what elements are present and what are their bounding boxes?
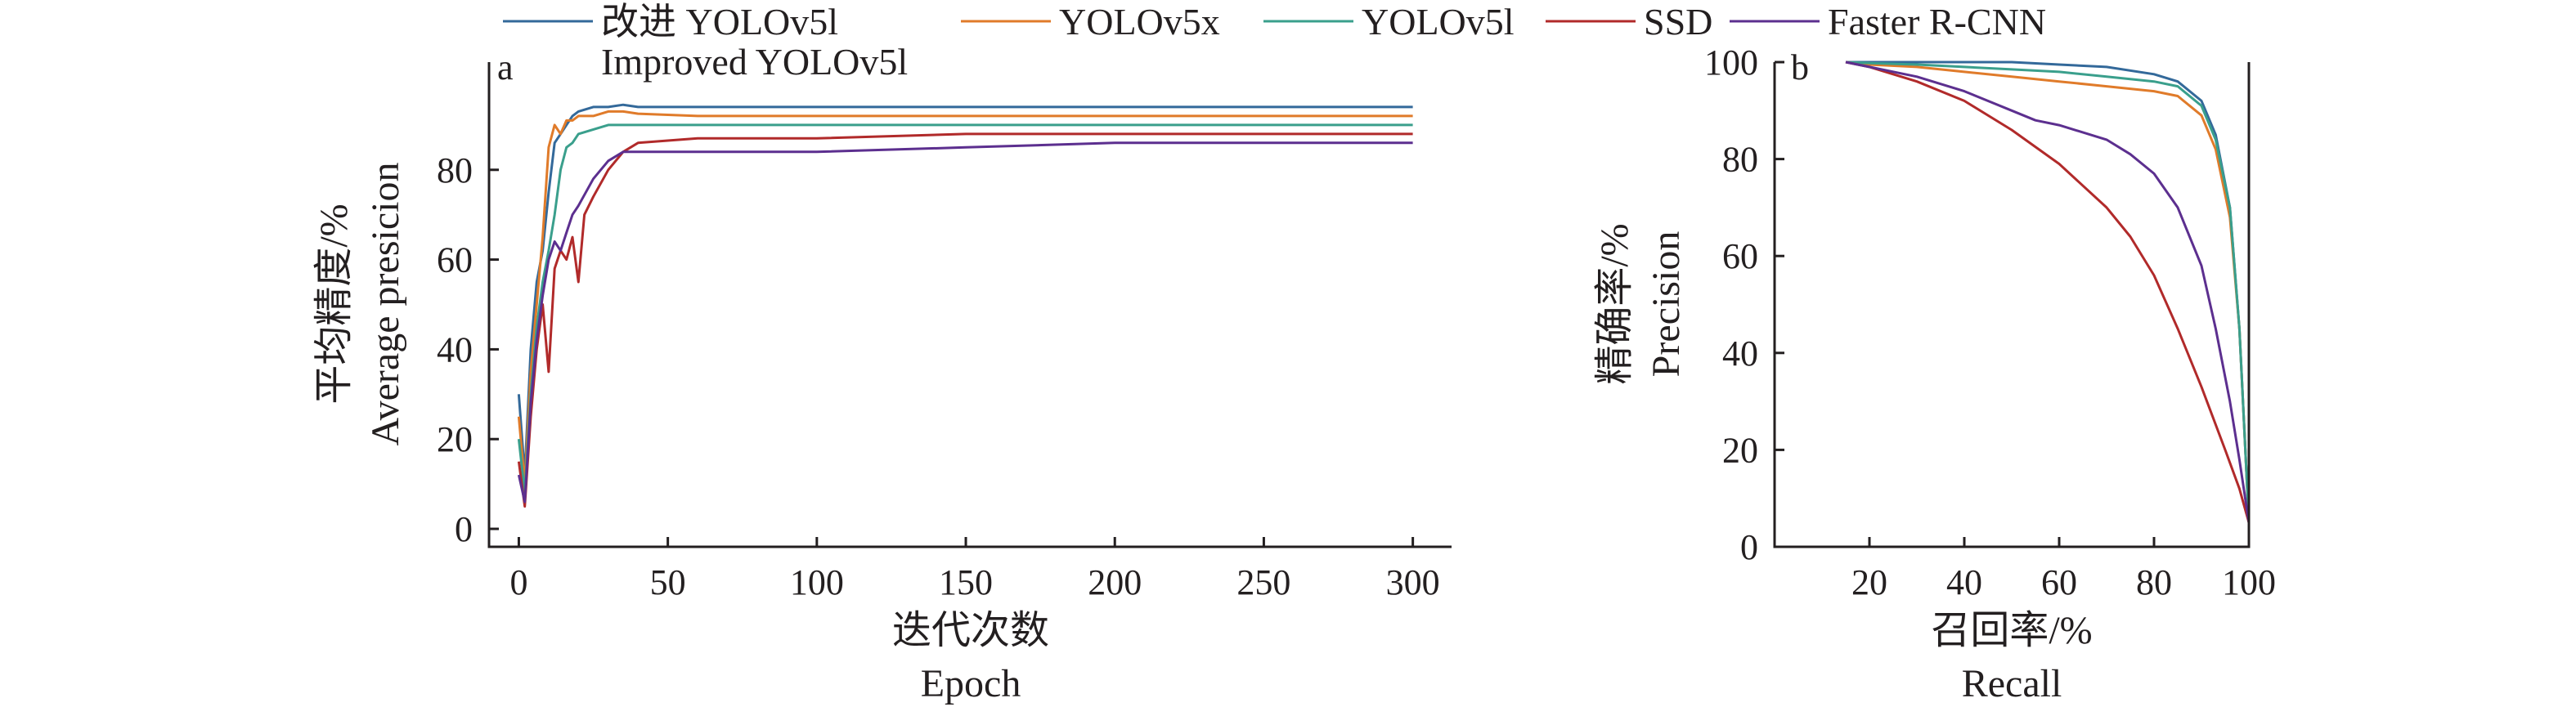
legend-item-yolov5l: YOLOv5l	[1263, 1, 1515, 43]
panel-b-x-label-en: Recall	[1962, 662, 2062, 705]
legend: 改进 YOLOv5l Improved YOLOv5l YOLOv5x YOLO…	[503, 1, 2046, 83]
series-line-faster-r-cnn	[1845, 60, 2251, 523]
legend-label: SSD	[1644, 1, 1712, 43]
panel-a-x-ticks: 0 50 100 150 200 250 300	[509, 537, 1440, 602]
legend-item-ssd: SSD	[1546, 1, 1712, 43]
legend-item-improved-yolov5l: 改进 YOLOv5l Improved YOLOv5l	[503, 1, 908, 83]
panel-letter-b: b	[1791, 47, 1809, 87]
x-tick-label: 150	[939, 562, 993, 602]
series-line-yolov5l	[1845, 60, 2251, 523]
panel-a-y-label-en: Average presicion	[364, 163, 407, 446]
x-tick-label: 250	[1236, 562, 1290, 602]
x-tick-label: 80	[2136, 562, 2172, 602]
x-tick-label: 100	[790, 562, 844, 602]
x-tick-label: 60	[2041, 562, 2077, 602]
legend-label: Faster R-CNN	[1828, 1, 2046, 43]
panel-b-y-label-cn: 精确率/%	[1593, 223, 1636, 384]
x-tick-label: 40	[1946, 562, 1982, 602]
y-tick-label: 100	[1704, 43, 1758, 83]
x-tick-label: 200	[1088, 562, 1142, 602]
legend-item-faster-rcnn: Faster R-CNN	[1730, 1, 2046, 43]
y-tick-label: 60	[437, 240, 473, 280]
panel-a: a 0 50 100 150 200 250 300 0 20 40 60 80 迭代次数 Epoc…	[312, 47, 1452, 705]
legend-label: 改进 YOLOv5l	[601, 1, 838, 43]
legend-sublabel: Improved YOLOv5l	[601, 41, 908, 83]
panel-a-x-label-en: Epoch	[921, 662, 1021, 705]
series-line-yolov5l	[517, 123, 1413, 494]
y-tick-label: 20	[1722, 430, 1758, 470]
panel-a-x-label-cn: 迭代次数	[892, 609, 1049, 652]
panel-b-y-label-en: Precision	[1645, 231, 1688, 378]
series-line-ssd	[517, 132, 1413, 508]
y-tick-label: 0	[1740, 527, 1758, 567]
panel-b-x-ticks: 20 40 60 80 100	[1851, 537, 2276, 602]
legend-item-yolov5x: YOLOv5x	[961, 1, 1220, 43]
panel-a-lines	[517, 103, 1413, 508]
series-line-faster-r-cnn	[517, 141, 1413, 503]
y-tick-label: 20	[437, 419, 473, 459]
legend-label: YOLOv5x	[1059, 1, 1220, 43]
panel-letter-a: a	[497, 47, 514, 87]
y-tick-label: 80	[1722, 140, 1758, 180]
legend-label: YOLOv5l	[1362, 1, 1515, 43]
y-tick-label: 80	[437, 150, 473, 190]
panel-b-y-ticks: 0 20 40 60 80 100	[1704, 43, 1784, 567]
panel-b-axes	[1773, 62, 2251, 548]
series-line-yolov5x	[517, 110, 1413, 486]
panel-b-lines	[1845, 60, 2251, 523]
y-tick-label: 0	[455, 509, 473, 549]
x-tick-label: 100	[2222, 562, 2276, 602]
panel-a-y-ticks: 0 20 40 60 80	[437, 150, 499, 549]
series-line-improved-yolov5l	[1846, 60, 2251, 523]
panel-a-y-label-cn: 平均精度/%	[312, 204, 356, 404]
series-line-ssd	[1845, 60, 2251, 523]
panel-a-axes	[487, 62, 1452, 548]
x-tick-label: 50	[650, 562, 686, 602]
x-tick-label: 300	[1386, 562, 1440, 602]
panel-b-x-label-cn: 召回率/%	[1931, 609, 2092, 652]
series-line-improved-yolov5l	[517, 103, 1413, 477]
y-tick-label: 60	[1722, 236, 1758, 276]
y-tick-label: 40	[1722, 333, 1758, 374]
x-tick-label: 0	[509, 562, 527, 602]
series-line-yolov5x	[1845, 60, 2251, 523]
x-tick-label: 20	[1851, 562, 1887, 602]
y-tick-label: 40	[437, 329, 473, 369]
